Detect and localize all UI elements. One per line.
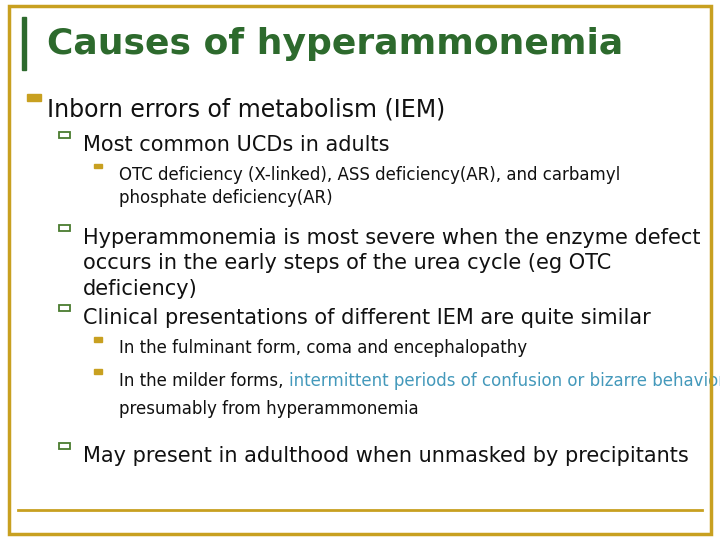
Text: OTC deficiency (X-linked), ASS deficiency(AR), and carbamyl
phosphate deficiency: OTC deficiency (X-linked), ASS deficienc…: [119, 166, 620, 207]
Text: intermittent periods of confusion or bizarre behavior: intermittent periods of confusion or biz…: [289, 372, 720, 389]
Bar: [59, 305, 70, 311]
Bar: [94, 369, 102, 374]
Bar: [94, 164, 102, 168]
Bar: [59, 443, 70, 449]
Text: In the fulminant form, coma and encephalopathy: In the fulminant form, coma and encephal…: [119, 339, 527, 357]
Bar: [59, 225, 70, 231]
Text: Most common UCDs in adults: Most common UCDs in adults: [83, 135, 390, 155]
Text: In the milder forms,: In the milder forms,: [119, 372, 289, 389]
Text: Inborn errors of metabolism (IEM): Inborn errors of metabolism (IEM): [47, 97, 445, 121]
Text: May present in adulthood when unmasked by precipitants: May present in adulthood when unmasked b…: [83, 446, 688, 465]
Bar: [59, 132, 70, 138]
Text: Clinical presentations of different IEM are quite similar: Clinical presentations of different IEM …: [83, 308, 651, 328]
Text: Causes of hyperammonemia: Causes of hyperammonemia: [47, 28, 623, 61]
Bar: [22, 17, 26, 70]
Bar: [27, 93, 41, 102]
Text: Hyperammonemia is most severe when the enzyme defect
occurs in the early steps o: Hyperammonemia is most severe when the e…: [83, 228, 701, 299]
Text: presumably from hyperammonemia: presumably from hyperammonemia: [119, 400, 418, 417]
Bar: [94, 337, 102, 342]
